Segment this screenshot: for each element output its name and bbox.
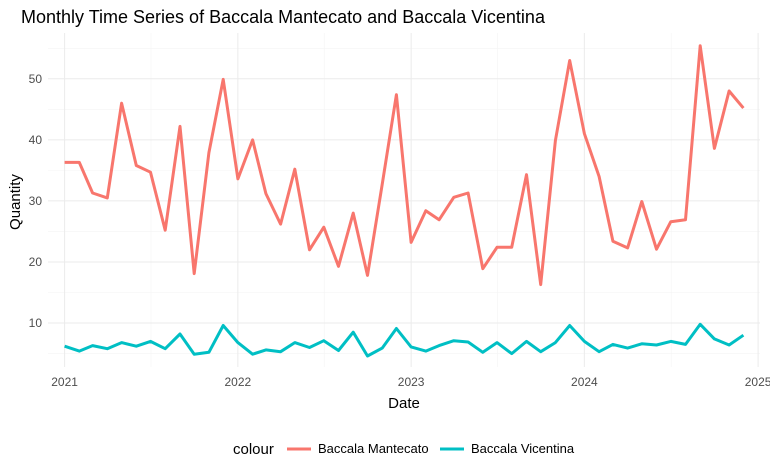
y-tick-label: 10 [29,316,43,330]
y-tick-label: 50 [29,72,43,86]
legend-title: colour [233,441,274,458]
chart-title: Monthly Time Series of Baccala Mantecato… [21,7,546,27]
grid-lines [48,33,760,367]
y-tick-label: 30 [29,194,43,208]
legend: colour Baccala Mantecato Baccala Vicenti… [233,441,575,458]
series-line-baccala-vicentina [64,322,745,358]
legend-label-baccala-mantecato: Baccala Mantecato [318,441,429,456]
x-tick-label: 2024 [571,375,598,389]
series-line-baccala-mantecato [64,44,745,287]
x-axis-title: Date [388,395,420,412]
y-axis-tick-labels: 10 20 30 40 50 [29,72,43,330]
x-axis-tick-labels: 2021 2022 2023 2024 2025 [51,375,770,389]
legend-label-baccala-vicentina: Baccala Vicentina [471,441,575,456]
y-tick-label: 40 [29,133,43,147]
series-lines [64,44,745,358]
x-tick-label: 2022 [225,375,252,389]
y-axis-title: Quantity [7,174,24,230]
x-tick-label: 2023 [398,375,425,389]
y-tick-label: 20 [29,255,43,269]
x-tick-label: 2021 [51,375,78,389]
x-tick-label: 2025 [745,375,770,389]
